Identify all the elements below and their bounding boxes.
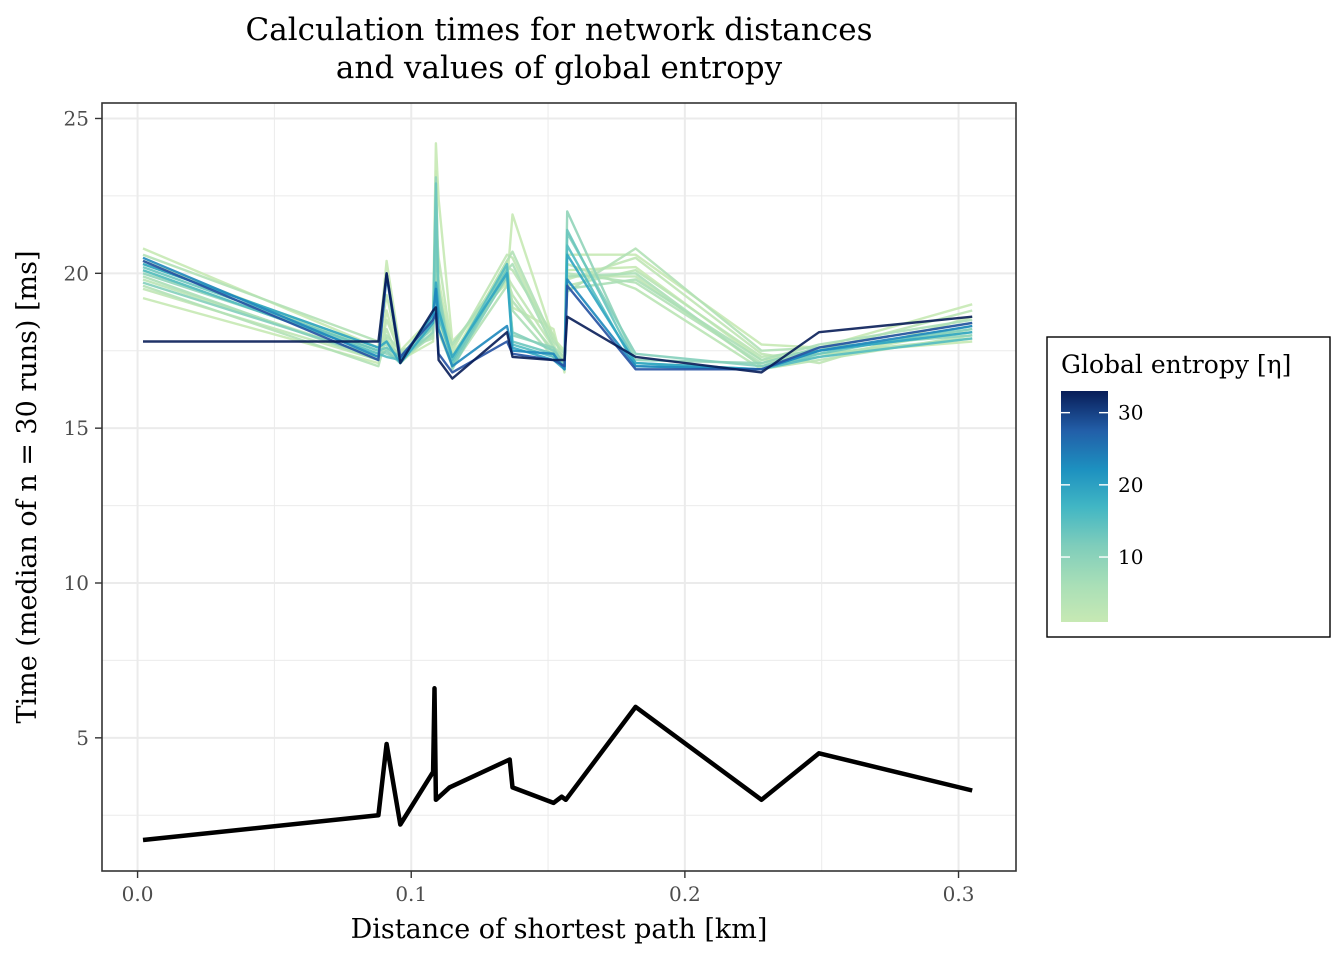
y-axis-title: Time (median of n = 30 runs) [ms] <box>12 250 43 723</box>
baseline-series-group <box>142 686 973 843</box>
x-axis-tick-label: 0.2 <box>669 882 701 906</box>
entropy-series-group <box>142 142 973 380</box>
chart-title-line-1: Calculation times for network distances <box>246 12 873 48</box>
x-axis-title: Distance of shortest path [km] <box>351 914 768 945</box>
y-axis-tick-label: 15 <box>64 416 89 440</box>
plot-panel-background <box>102 103 1016 871</box>
y-axis-tick-label: 5 <box>76 726 89 750</box>
y-axis-tick-label: 10 <box>64 571 89 595</box>
legend-tick-label: 20 <box>1118 473 1143 497</box>
legend-tick-label: 10 <box>1118 545 1143 569</box>
entropy-series-line <box>142 253 973 371</box>
legend: Global entropy [η] 10 20 30 <box>1046 336 1331 638</box>
chart-title-line-2: and values of global entropy <box>336 50 783 86</box>
plot-panel-border <box>101 102 1017 872</box>
baseline-series-line <box>142 686 973 843</box>
y-axis-tick-label: 20 <box>64 261 89 285</box>
x-axis-tick-label: 0.0 <box>122 882 154 906</box>
legend-title: Global entropy [η] <box>1061 350 1291 379</box>
x-axis: 0.0 0.1 0.2 0.3 <box>122 871 975 906</box>
grid-major <box>102 103 1016 871</box>
legend-ticks: 10 20 30 <box>1061 401 1143 569</box>
legend-colorbar <box>1061 391 1108 622</box>
x-axis-tick-label: 0.3 <box>943 882 975 906</box>
y-axis: 5 10 15 20 25 <box>64 106 102 750</box>
entropy-series-line <box>143 272 973 380</box>
x-axis-tick-label: 0.1 <box>395 882 427 906</box>
legend-tick-label: 30 <box>1118 401 1143 425</box>
y-axis-tick-label: 25 <box>64 106 89 130</box>
